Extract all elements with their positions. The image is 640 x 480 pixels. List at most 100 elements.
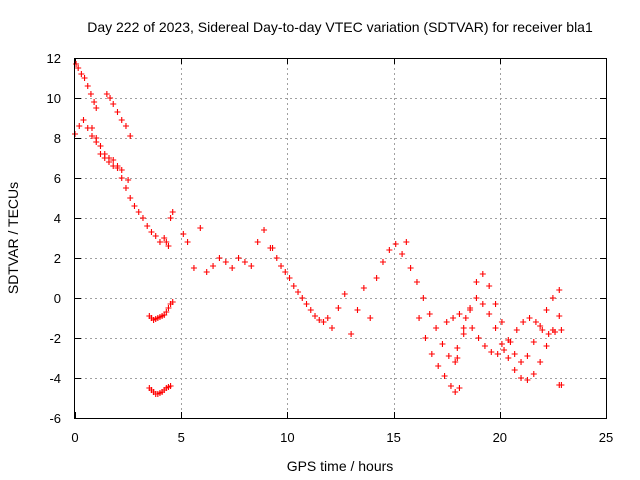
data-point	[127, 133, 134, 139]
data-point	[428, 351, 435, 357]
data-point	[348, 331, 355, 337]
data-point	[329, 325, 336, 331]
data-point	[479, 301, 486, 307]
data-point	[469, 325, 476, 331]
data-point	[367, 315, 374, 321]
data-point	[235, 255, 242, 261]
data-point	[190, 265, 197, 271]
series-hour-5-to-9	[180, 225, 274, 275]
data-point	[307, 307, 314, 313]
data-point	[435, 363, 442, 369]
series-oscillation-1	[454, 271, 563, 365]
data-point	[165, 243, 172, 249]
data-point	[163, 309, 170, 315]
data-point	[399, 251, 406, 257]
data-point	[80, 117, 87, 123]
data-point	[169, 299, 176, 305]
y-tick-label: 6	[54, 171, 61, 186]
data-point	[486, 283, 493, 289]
data-point	[324, 315, 331, 321]
data-point	[295, 289, 302, 295]
data-point	[87, 91, 94, 97]
data-point	[539, 327, 546, 333]
data-point	[299, 295, 306, 301]
data-point	[320, 319, 327, 325]
data-point	[216, 255, 223, 261]
data-point	[81, 75, 88, 81]
data-point	[543, 343, 550, 349]
data-point	[407, 265, 414, 271]
data-point	[197, 225, 204, 231]
data-point	[261, 227, 268, 233]
data-point	[152, 233, 159, 239]
data-point	[222, 259, 229, 265]
data-point	[229, 265, 236, 271]
data-point	[543, 307, 550, 313]
data-point	[530, 339, 537, 345]
data-point	[312, 313, 319, 319]
data-point	[88, 125, 95, 131]
y-tick-label: -4	[49, 371, 61, 386]
x-tick-label: 5	[178, 430, 185, 445]
series-hour-15-to-18-a	[407, 265, 459, 365]
series-hour-15-to-18-b	[416, 315, 463, 395]
data-point	[479, 271, 486, 277]
grid-layer	[75, 58, 606, 418]
data-point	[78, 71, 85, 77]
data-point	[248, 263, 255, 269]
data-point	[537, 323, 544, 329]
data-point	[392, 241, 399, 247]
data-point	[473, 279, 480, 285]
data-point	[494, 351, 501, 357]
y-tick-label: 4	[54, 211, 61, 226]
y-tick-label: 2	[54, 251, 61, 266]
data-point	[498, 341, 505, 347]
series-pre-gap-tail	[161, 209, 176, 249]
data-point	[163, 239, 170, 245]
data-point	[511, 351, 518, 357]
data-point	[167, 215, 174, 221]
data-point	[426, 311, 433, 317]
data-point	[505, 355, 512, 361]
data-point	[75, 65, 82, 71]
series-hour-9-to-12	[269, 245, 331, 325]
x-axis-label: GPS time / hours	[287, 458, 394, 474]
data-point	[110, 157, 117, 163]
data-point	[545, 331, 552, 337]
data-point	[278, 263, 285, 269]
data-point	[524, 353, 531, 359]
data-point	[76, 123, 83, 129]
data-point	[558, 382, 565, 388]
data-point	[139, 215, 146, 221]
data-point	[441, 373, 448, 379]
data-point	[462, 315, 469, 321]
data-point	[524, 377, 531, 383]
series-end-point	[556, 382, 565, 388]
data-point	[184, 239, 191, 245]
data-point	[91, 99, 98, 105]
data-point	[93, 105, 100, 111]
series-upper-streak-2	[103, 91, 134, 139]
data-point	[101, 151, 108, 157]
data-point	[492, 301, 499, 307]
data-point	[486, 311, 493, 317]
data-point	[341, 291, 348, 297]
tick-layer: 0 5 10 15 20 25 -6 -4 -2 0 2 4 6 8 10 12	[47, 51, 614, 445]
data-point	[511, 367, 518, 373]
data-point	[282, 269, 289, 275]
data-point	[373, 275, 380, 281]
data-point	[552, 329, 559, 335]
data-point	[286, 275, 293, 281]
data-point	[492, 325, 499, 331]
data-point	[481, 343, 488, 349]
data-point	[118, 175, 125, 181]
data-point	[498, 319, 505, 325]
data-point	[335, 305, 342, 311]
data-point	[420, 295, 427, 301]
data-point	[135, 209, 142, 215]
chart-title: Day 222 of 2023, Sidereal Day-to-day VTE…	[87, 19, 593, 35]
data-point	[422, 335, 429, 341]
data-point	[88, 133, 95, 139]
x-tick-label: 0	[71, 430, 78, 445]
